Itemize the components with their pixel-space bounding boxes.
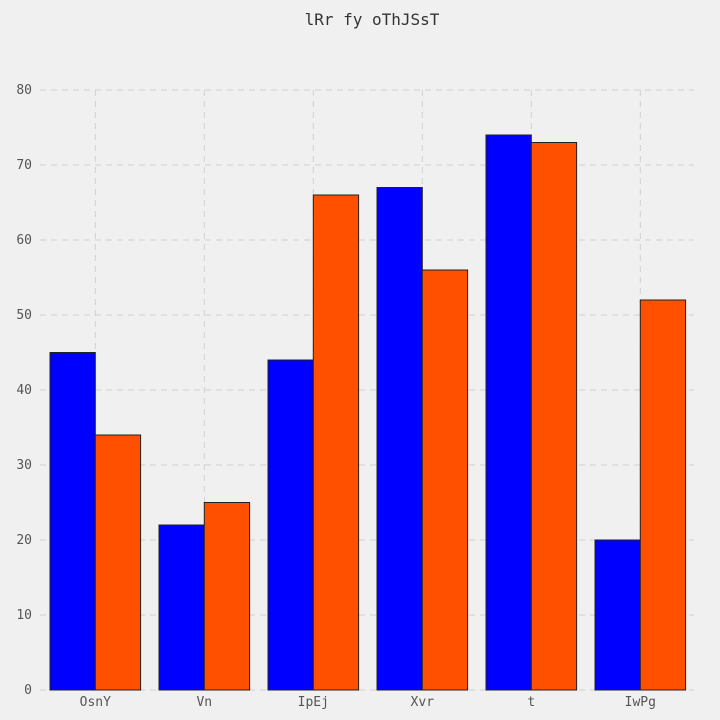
y-tick-label: 60 bbox=[16, 233, 32, 248]
chart-title: lRr fy oThJSsT bbox=[305, 10, 440, 29]
bar-Xvr-series-1 bbox=[376, 187, 423, 691]
y-tick-label: 80 bbox=[16, 83, 32, 98]
x-tick-label: OsnY bbox=[80, 695, 111, 710]
y-tick-label: 0 bbox=[24, 683, 32, 698]
bar-OsnY-series-2 bbox=[94, 434, 142, 691]
x-tick-label: IwPg bbox=[625, 695, 656, 710]
y-tick-label: 30 bbox=[16, 458, 32, 473]
y-tick-label: 70 bbox=[16, 158, 32, 173]
bar-Vn-series-2 bbox=[203, 502, 251, 691]
bar-Vn-series-1 bbox=[158, 524, 205, 691]
x-tick-label: t bbox=[527, 695, 535, 710]
bar-OsnY-series-1 bbox=[49, 352, 96, 691]
y-tick-label: 40 bbox=[16, 383, 32, 398]
x-tick-label: Vn bbox=[196, 695, 212, 710]
bar-Xvr-series-2 bbox=[421, 269, 469, 691]
bar-IpEj-series-2 bbox=[312, 194, 360, 691]
bar-t-series-2 bbox=[530, 142, 578, 691]
bars-layer bbox=[49, 134, 687, 691]
y-tick-label: 10 bbox=[16, 608, 32, 623]
bar-t-series-1 bbox=[485, 134, 532, 691]
y-tick-label: 20 bbox=[16, 533, 32, 548]
bar-IpEj-series-1 bbox=[267, 359, 314, 691]
axis-layer: 0 10 20 30 40 50 60 70 80 OsnY Vn IpEj Xvr t IwPg bbox=[16, 83, 656, 710]
x-tick-label: Xvr bbox=[411, 695, 435, 710]
x-tick-label: IpEj bbox=[298, 695, 329, 710]
bar-IwPg-series-1 bbox=[594, 539, 641, 691]
y-tick-label: 50 bbox=[16, 308, 32, 323]
bar-IwPg-series-2 bbox=[639, 299, 687, 691]
